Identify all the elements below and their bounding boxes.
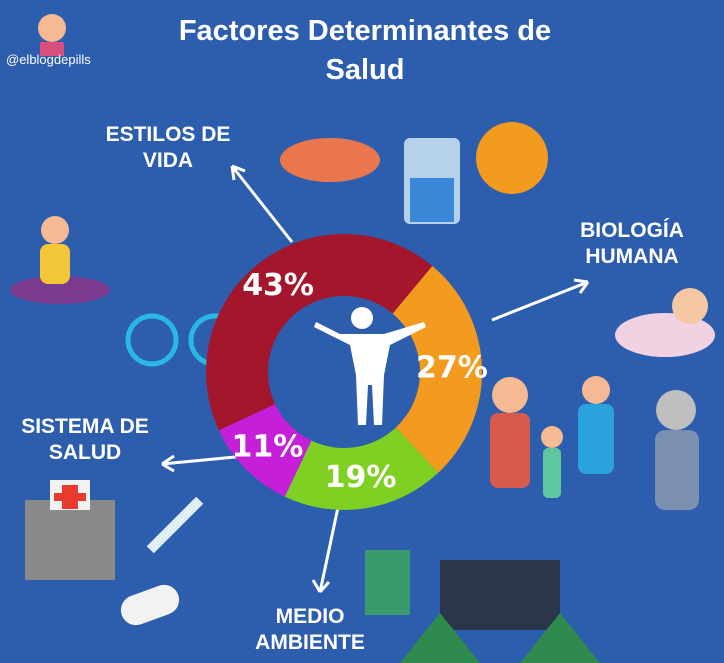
arrows (161, 164, 590, 594)
category-label: ESTILOS DE VIDA (105, 123, 231, 173)
category-label: BIOLOGÍA HUMANA (580, 219, 684, 269)
donut-segment (218, 404, 312, 497)
value-label: 27% (416, 350, 488, 385)
value-label: 11% (231, 430, 303, 465)
category-label: SISTEMA DE SALUD (21, 415, 149, 465)
category-label: MEDIO AMBIENTE (255, 605, 365, 655)
donut: 43% 27% 19% 11% (205, 233, 488, 510)
value-label: 19% (325, 460, 397, 495)
chart-title: Factores Determinantes de Salud (178, 15, 552, 87)
handle: @elblogdepills (6, 52, 91, 67)
donut-segment (205, 233, 433, 431)
human-figure (314, 307, 426, 425)
value-label: 43% (242, 268, 314, 303)
donut-segment (284, 427, 439, 510)
decorations (10, 14, 715, 663)
donut-segment (392, 265, 483, 473)
